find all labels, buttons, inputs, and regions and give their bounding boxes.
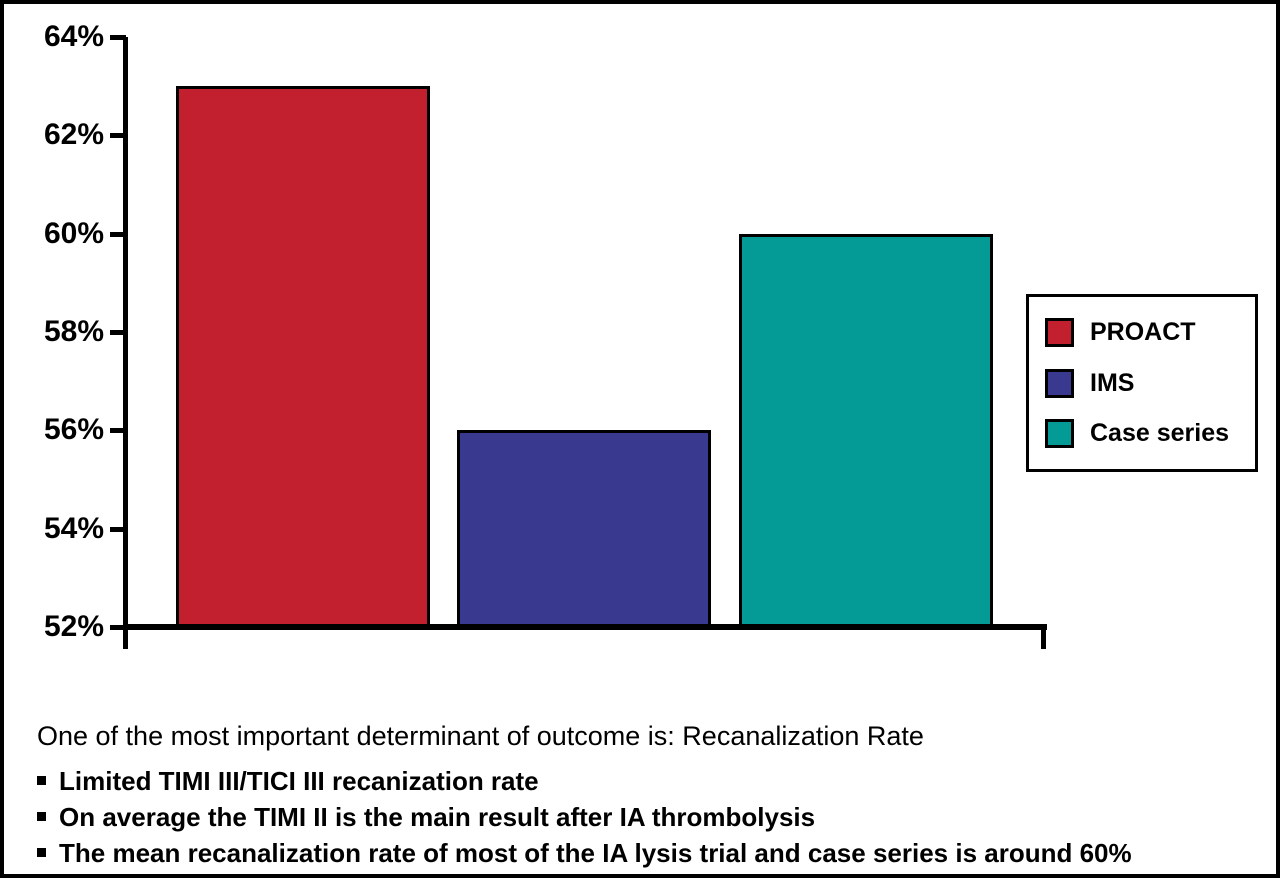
y-tick-label: 56% <box>43 413 104 446</box>
y-tick <box>110 232 126 237</box>
bar-ims <box>457 430 711 630</box>
bar-proact <box>176 86 430 630</box>
x-axis-line <box>123 624 1047 630</box>
legend-label-ims: IMS <box>1090 368 1135 397</box>
x-axis-end-tick <box>1041 624 1046 649</box>
bullet-text-3: The mean recanalization rate of most of … <box>59 838 1132 868</box>
bullet-text-2: On average the TIMI II is the main resul… <box>59 802 816 832</box>
legend-label-case-series: Case series <box>1090 418 1230 447</box>
legend-swatch-case-series <box>1045 418 1074 448</box>
y-tick-label: 58% <box>43 315 104 348</box>
legend-item-case-series: Case series <box>1045 418 1255 448</box>
y-tick <box>110 133 126 138</box>
bullet-text-1: Limited TIMI III/TICI III recanization r… <box>59 766 539 796</box>
bar-case-series <box>739 234 993 630</box>
y-tick <box>110 428 126 433</box>
y-tick-label: 52% <box>43 610 104 643</box>
legend-swatch-ims <box>1045 368 1074 398</box>
legend-item-ims: IMS <box>1045 368 1255 398</box>
recanalization-rate-bar-chart: 64% 62% 60% 58% 56% 54% 52% PROACT IMS Case se… <box>4 4 1276 874</box>
y-tick <box>110 330 126 335</box>
bullet-square-icon <box>37 811 46 821</box>
notes-block: One of the most important determinant of… <box>37 720 1257 871</box>
legend-item-proact: PROACT <box>1045 318 1255 348</box>
bullet-square-icon <box>37 847 46 857</box>
y-tick-label: 54% <box>43 512 104 545</box>
notes-heading: One of the most important determinant of… <box>37 721 924 751</box>
bullet-square-icon <box>37 775 46 785</box>
y-tick <box>110 625 126 630</box>
legend: PROACT IMS Case series <box>1026 294 1258 472</box>
y-tick-label: 60% <box>43 217 104 250</box>
bullet-line-1: Limited TIMI III/TICI III recanization r… <box>37 763 1257 799</box>
bullet-line-2: On average the TIMI II is the main resul… <box>37 799 1257 835</box>
legend-swatch-proact <box>1045 318 1074 348</box>
y-tick-label: 62% <box>43 118 104 151</box>
y-axis-line <box>123 37 128 649</box>
y-tick-label: 64% <box>43 20 104 53</box>
notes-bullet-list: Limited TIMI III/TICI III recanization r… <box>37 763 1257 871</box>
y-tick <box>110 527 126 532</box>
legend-label-proact: PROACT <box>1090 318 1196 347</box>
y-tick <box>110 35 126 40</box>
bullet-line-3: The mean recanalization rate of most of … <box>37 835 1257 871</box>
